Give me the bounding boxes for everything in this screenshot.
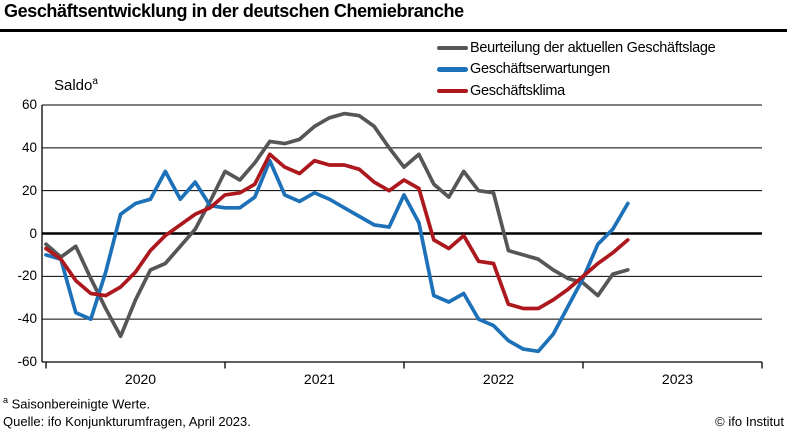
- source-text: Quelle: ifo Konjunkturumfragen, April 20…: [3, 414, 251, 429]
- y-axis-tick-label: 40: [21, 139, 37, 155]
- series-line-1: [44, 111, 630, 339]
- footnote-superscript: a: [3, 395, 9, 405]
- chart-legend: Beurteilung der aktuellen Geschäftslage G…: [437, 37, 716, 102]
- y-axis-tick-label: -60: [17, 354, 37, 369]
- footnote-text: Saisonbereinigte Werte.: [8, 396, 151, 412]
- y-axis-title-superscript: a: [92, 76, 98, 87]
- legend-label: Geschäftserwartungen: [470, 61, 610, 78]
- title-divider: [0, 29, 787, 32]
- page-title: Geschäftsentwicklung in der deutschen Ch…: [4, 1, 464, 21]
- x-axis-year-label: 2020: [124, 371, 157, 387]
- y-axis-title: Saldoa: [54, 76, 98, 94]
- legend-label: Geschäftsklima: [470, 82, 565, 99]
- y-axis-tick-label: 0: [29, 225, 37, 241]
- x-axis-year-label: 2022: [482, 371, 515, 387]
- legend-item: Geschäftsklima: [437, 80, 715, 102]
- y-axis-title-text: Saldo: [54, 77, 93, 94]
- footer-source-row: Quelle: ifo Konjunkturumfragen, April 20…: [3, 414, 784, 429]
- legend-line-swatch: [437, 45, 468, 50]
- x-axis-year-label: 2023: [661, 371, 694, 387]
- series-line-2: [44, 158, 630, 354]
- series-line-3: [44, 152, 630, 311]
- y-axis-tick-label: 60: [21, 97, 37, 112]
- copyright-text: © ifo Institut: [715, 414, 784, 429]
- y-axis-tick-label: -20: [17, 268, 37, 284]
- legend-line-swatch: [437, 67, 468, 72]
- legend-item: Beurteilung der aktuellen Geschäftslage: [437, 37, 716, 59]
- legend-label: Beurteilung der aktuellen Geschäftslage: [470, 39, 716, 56]
- legend-line-swatch: [437, 88, 468, 93]
- footnote: a Saisonbereinigte Werte.: [3, 395, 150, 411]
- y-axis-tick-label: 20: [21, 182, 37, 198]
- x-axis-year-label: 2021: [303, 371, 336, 387]
- legend-item: Geschäftserwartungen: [437, 59, 715, 81]
- y-axis-tick-label: -40: [17, 311, 37, 327]
